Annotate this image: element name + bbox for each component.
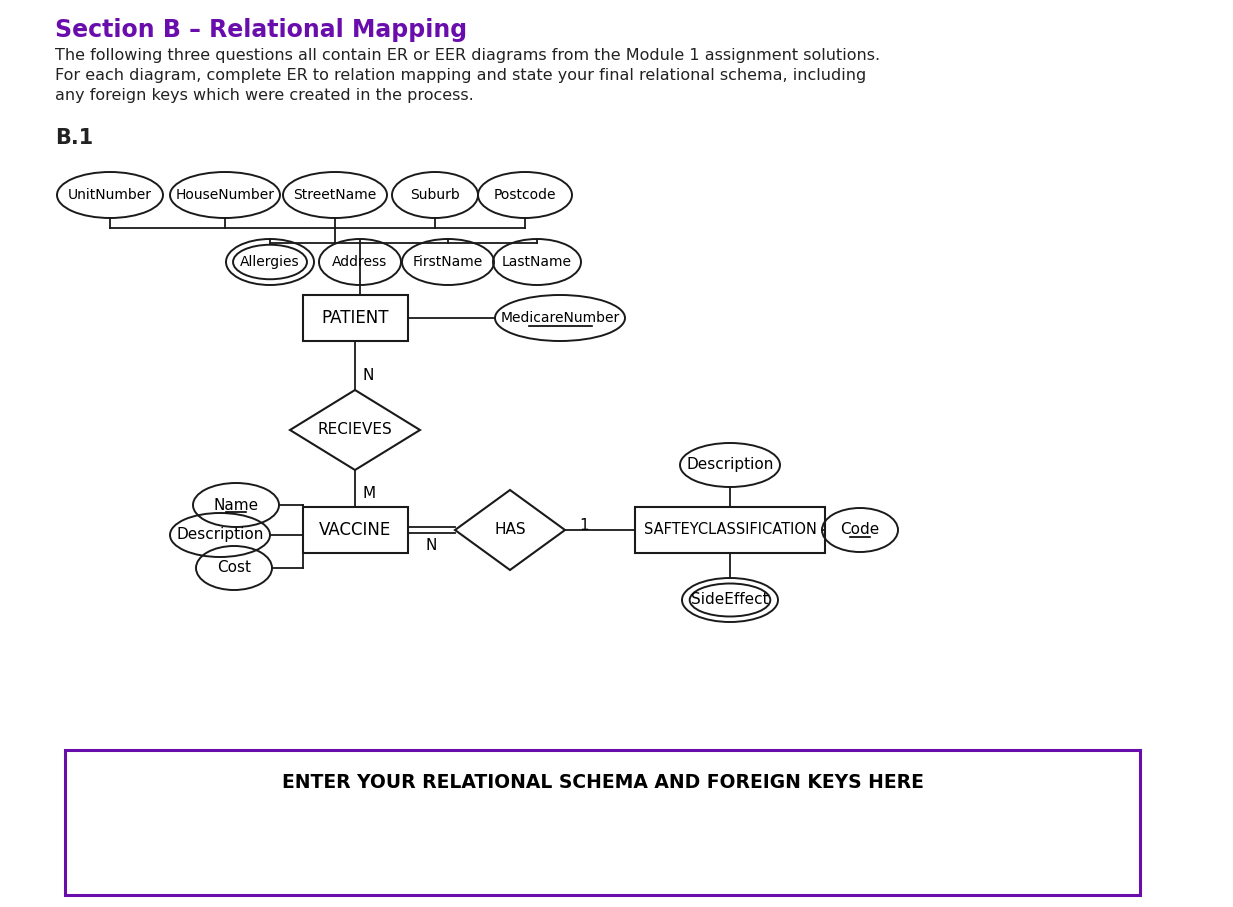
Bar — [302, 507, 407, 553]
Text: HAS: HAS — [494, 522, 525, 538]
Text: Allergies: Allergies — [240, 255, 300, 269]
Text: any foreign keys which were created in the process.: any foreign keys which were created in t… — [55, 88, 473, 103]
Text: For each diagram, complete ER to relation mapping and state your final relationa: For each diagram, complete ER to relatio… — [55, 68, 867, 83]
Text: SideEffect: SideEffect — [692, 592, 769, 608]
Text: MedicareNumber: MedicareNumber — [501, 311, 620, 325]
Text: Cost: Cost — [217, 561, 252, 576]
Text: Description: Description — [687, 457, 773, 473]
Text: N: N — [425, 539, 436, 553]
Text: Section B – Relational Mapping: Section B – Relational Mapping — [55, 18, 467, 42]
Text: 1: 1 — [580, 519, 588, 533]
Text: Description: Description — [176, 528, 264, 542]
Text: LastName: LastName — [502, 255, 572, 269]
Text: Name: Name — [213, 498, 259, 512]
Text: SAFTEYCLASSIFICATION: SAFTEYCLASSIFICATION — [644, 522, 816, 538]
Bar — [302, 295, 407, 341]
Text: ENTER YOUR RELATIONAL SCHEMA AND FOREIGN KEYS HERE: ENTER YOUR RELATIONAL SCHEMA AND FOREIGN… — [281, 773, 924, 792]
Bar — [65, 750, 1141, 895]
Text: RECIEVES: RECIEVES — [318, 423, 392, 437]
Text: B.1: B.1 — [55, 128, 94, 148]
Text: Postcode: Postcode — [493, 188, 556, 202]
Text: VACCINE: VACCINE — [319, 521, 391, 539]
Text: Address: Address — [333, 255, 387, 269]
Text: Code: Code — [841, 522, 879, 538]
Text: N: N — [363, 368, 375, 384]
Text: M: M — [363, 485, 376, 501]
Text: HouseNumber: HouseNumber — [175, 188, 275, 202]
Text: FirstName: FirstName — [413, 255, 483, 269]
Text: PATIENT: PATIENT — [322, 309, 388, 327]
Text: The following three questions all contain ER or EER diagrams from the Module 1 a: The following three questions all contai… — [55, 48, 880, 63]
Text: UnitNumber: UnitNumber — [68, 188, 152, 202]
Text: Suburb: Suburb — [411, 188, 460, 202]
Bar — [635, 507, 825, 553]
Text: StreetName: StreetName — [293, 188, 376, 202]
